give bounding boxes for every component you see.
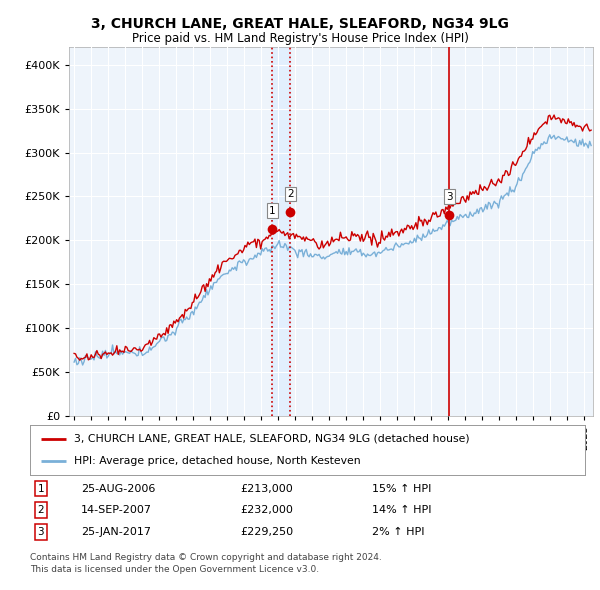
- Text: 2: 2: [287, 189, 293, 199]
- Text: Price paid vs. HM Land Registry's House Price Index (HPI): Price paid vs. HM Land Registry's House …: [131, 32, 469, 45]
- Text: 3, CHURCH LANE, GREAT HALE, SLEAFORD, NG34 9LG (detached house): 3, CHURCH LANE, GREAT HALE, SLEAFORD, NG…: [74, 434, 470, 444]
- Text: 2% ↑ HPI: 2% ↑ HPI: [372, 527, 425, 537]
- Text: 2: 2: [37, 506, 44, 515]
- Text: £229,250: £229,250: [240, 527, 293, 537]
- Text: 14% ↑ HPI: 14% ↑ HPI: [372, 506, 431, 515]
- Text: 3: 3: [446, 192, 453, 202]
- Text: £232,000: £232,000: [240, 506, 293, 515]
- Text: 1: 1: [37, 484, 44, 493]
- Text: 25-JAN-2017: 25-JAN-2017: [81, 527, 151, 537]
- Text: 1: 1: [269, 206, 275, 216]
- Text: 15% ↑ HPI: 15% ↑ HPI: [372, 484, 431, 493]
- Text: 3: 3: [37, 527, 44, 537]
- Text: 25-AUG-2006: 25-AUG-2006: [81, 484, 155, 493]
- Bar: [272, 47, 290, 416]
- Text: Contains HM Land Registry data © Crown copyright and database right 2024.
This d: Contains HM Land Registry data © Crown c…: [30, 553, 382, 574]
- Text: HPI: Average price, detached house, North Kesteven: HPI: Average price, detached house, Nort…: [74, 457, 361, 467]
- Text: £213,000: £213,000: [240, 484, 293, 493]
- Text: 3, CHURCH LANE, GREAT HALE, SLEAFORD, NG34 9LG: 3, CHURCH LANE, GREAT HALE, SLEAFORD, NG…: [91, 17, 509, 31]
- Text: 14-SEP-2007: 14-SEP-2007: [81, 506, 152, 515]
